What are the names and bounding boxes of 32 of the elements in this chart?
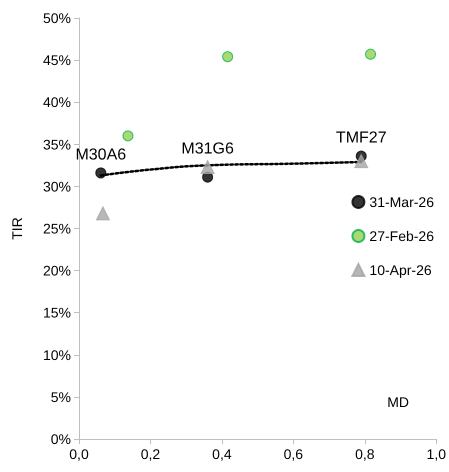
x-tick-label: 0,4 bbox=[212, 446, 232, 462]
x-tick-label: 0,8 bbox=[355, 446, 375, 462]
point bbox=[200, 160, 215, 174]
annotation: TMF27 bbox=[336, 130, 387, 147]
y-tick-label: 0% bbox=[50, 431, 71, 447]
annotation: M31G6 bbox=[181, 140, 234, 158]
y-tick-label: 5% bbox=[50, 388, 71, 405]
point bbox=[354, 154, 368, 168]
y-tick-label: 20% bbox=[42, 262, 71, 279]
legend-label: 10-Apr-26 bbox=[369, 262, 432, 278]
annotation: M30A6 bbox=[75, 146, 126, 164]
y-tick-label: 35% bbox=[42, 136, 71, 152]
y-axis-title: TIR bbox=[9, 217, 25, 240]
y-tick-label: 30% bbox=[42, 178, 71, 194]
legend-label: 27-Feb-26 bbox=[369, 228, 434, 244]
point bbox=[96, 206, 110, 220]
y-tick-label: 25% bbox=[42, 220, 71, 236]
x-tick-label: 0,2 bbox=[140, 446, 160, 462]
x-tick-label: 0,0 bbox=[69, 446, 89, 462]
y-tick-label: 40% bbox=[42, 94, 71, 110]
x-tick-label: 0,6 bbox=[284, 446, 304, 462]
point bbox=[222, 51, 234, 62]
point bbox=[122, 130, 134, 142]
y-tick-label: 15% bbox=[42, 304, 71, 321]
y-tick-label: 50% bbox=[42, 10, 71, 26]
y-tick-label: 10% bbox=[42, 346, 71, 363]
x-axis-title: MD bbox=[387, 394, 410, 410]
point bbox=[365, 48, 376, 60]
x-tick-label: 1,0 bbox=[426, 446, 446, 462]
point bbox=[95, 167, 106, 178]
y-tick-label: 45% bbox=[42, 52, 71, 68]
legend-label: 31-Mar-26 bbox=[369, 194, 434, 210]
